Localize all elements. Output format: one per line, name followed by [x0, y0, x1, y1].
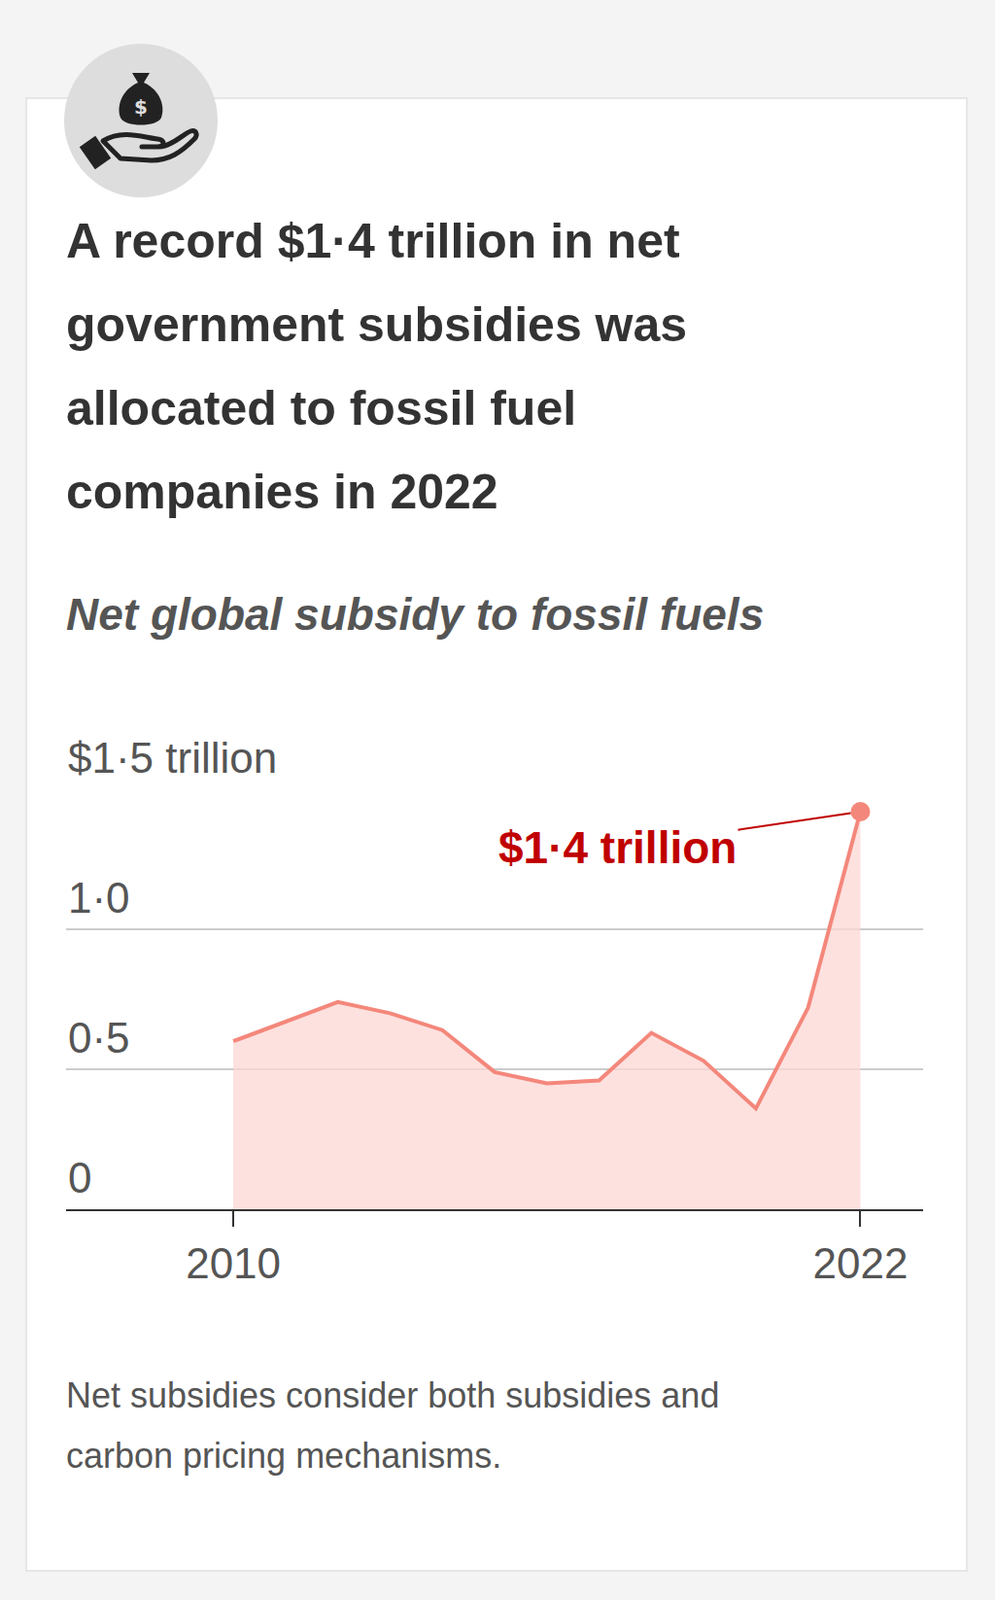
svg-text:$1·5 trillion: $1·5 trillion: [68, 733, 277, 782]
svg-text:$: $: [134, 95, 148, 119]
svg-text:$1·4 trillion: $1·4 trillion: [498, 822, 737, 873]
html-text:A record $1·4 trillion in net: A record $1·4 trillion in net government…: [66, 213, 688, 519]
svg-text:2022: 2022: [813, 1238, 909, 1287]
svg-text:2010: 2010: [185, 1238, 281, 1287]
svg-text:0: 0: [68, 1153, 92, 1201]
svg-text:1·0: 1·0: [68, 873, 131, 922]
svg-text:0·5: 0·5: [68, 1013, 131, 1062]
html-text:Net subsidies consider both su: Net subsidies consider both subsidies an…: [66, 1374, 720, 1476]
html-text:Net global subsidy to fossil f: Net global subsidy to fossil fuels: [66, 588, 764, 640]
